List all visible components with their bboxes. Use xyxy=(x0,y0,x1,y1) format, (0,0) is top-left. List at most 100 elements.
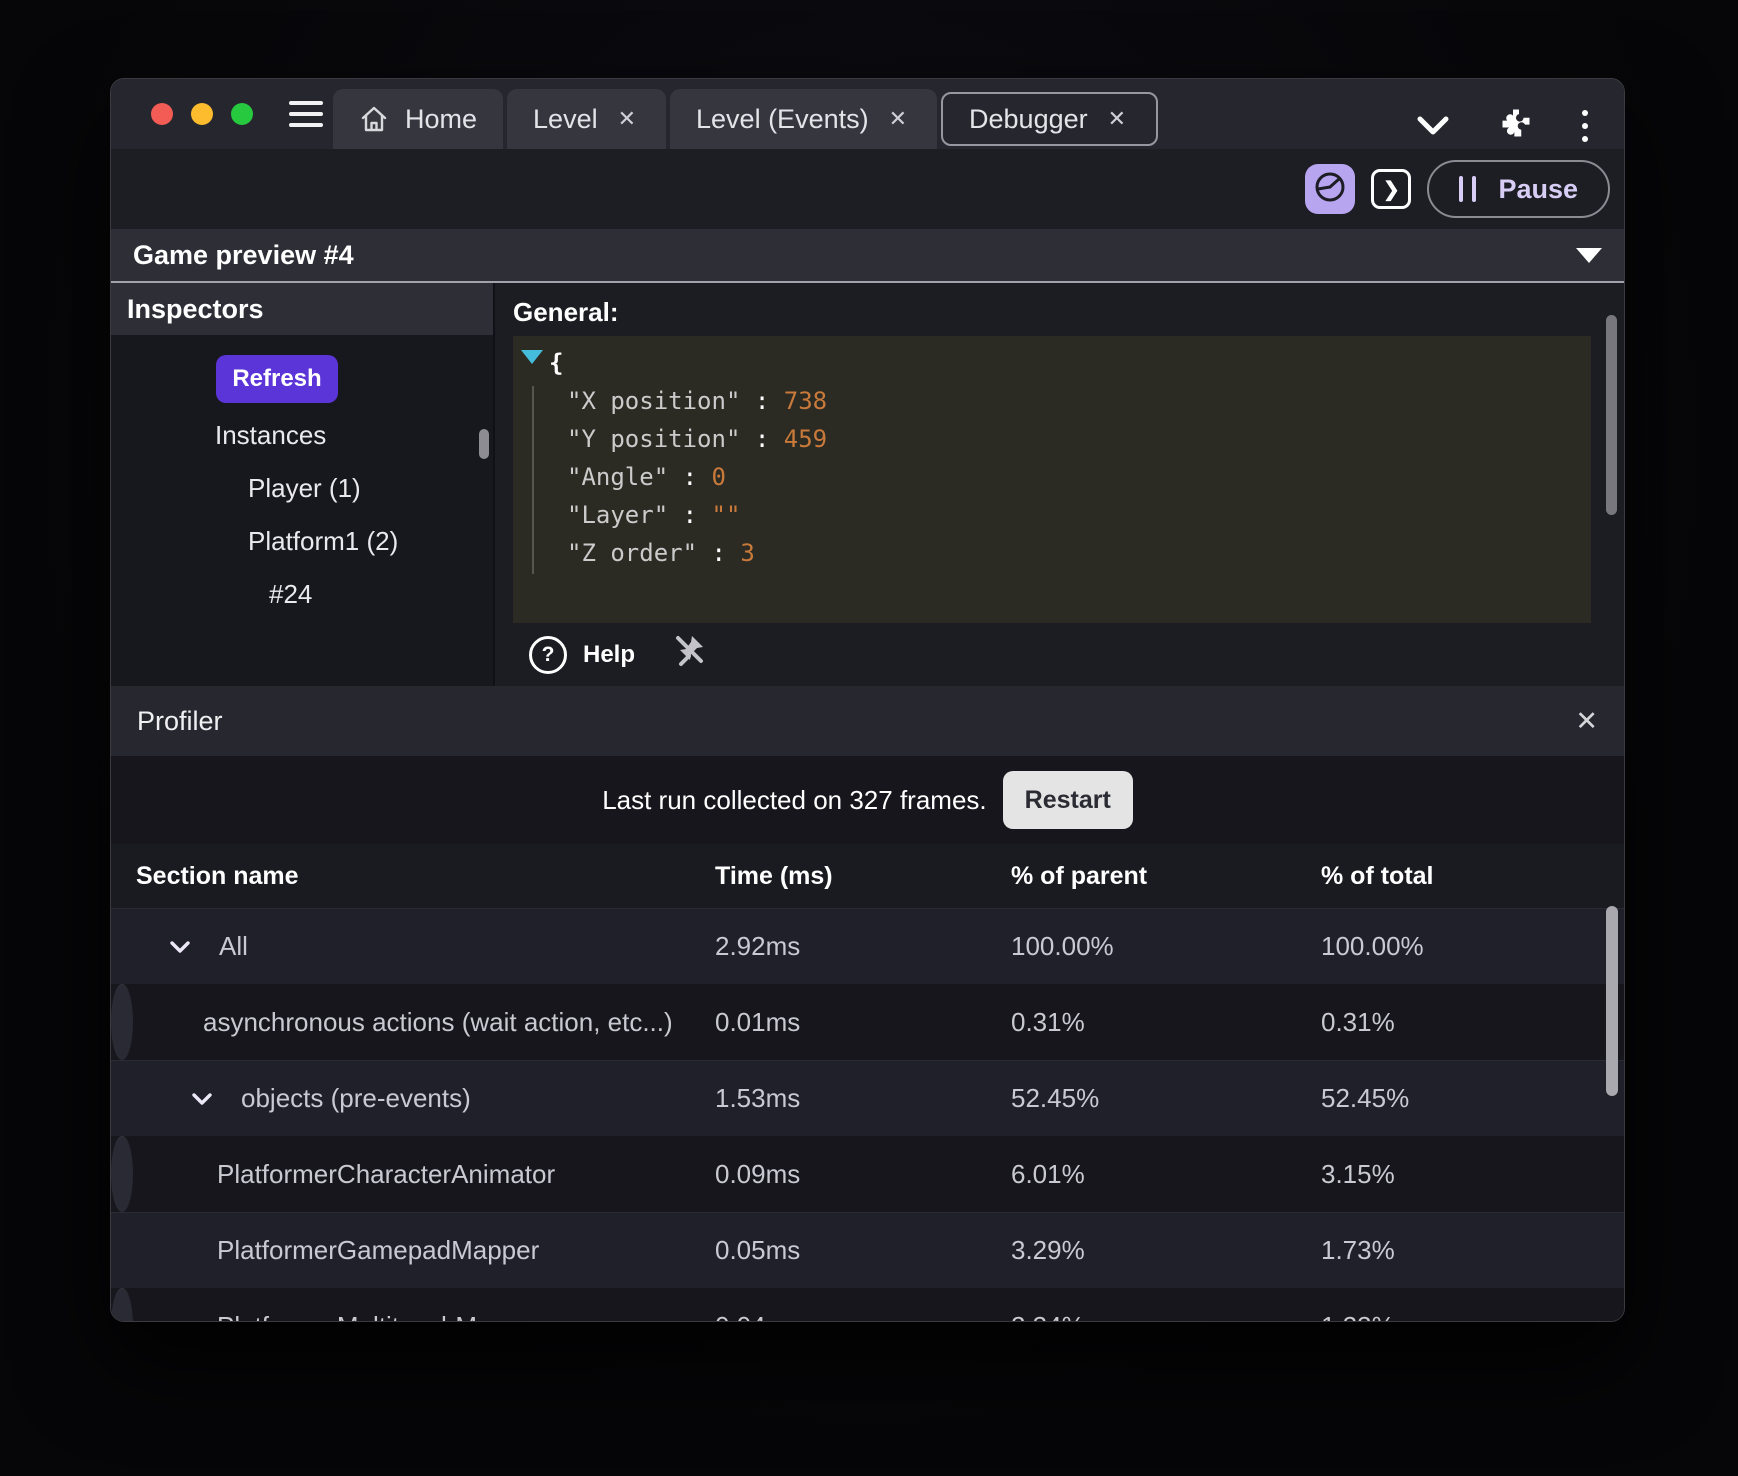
instances-tree: Instances Player (1) Platform1 (2) #24 xyxy=(111,409,493,621)
general-scrollbar[interactable] xyxy=(1606,315,1617,515)
json-viewer: {"X position" : 738 "Y position" : 459 "An… xyxy=(513,336,1591,623)
profiler-status-text: Last run collected on 327 frames. xyxy=(602,784,987,815)
section-name: PlatformerCharacterAnimator xyxy=(217,1159,556,1189)
cell-time: 0.09ms xyxy=(715,1159,801,1189)
general-panel: General: {"X position" : 738 "Y position"… xyxy=(495,283,1624,686)
indent-guide xyxy=(532,386,534,574)
inspectors-panel-header: Inspectors xyxy=(111,283,493,335)
tab-label: Level (Events) xyxy=(696,103,869,134)
tab-label: Level xyxy=(533,103,598,134)
traffic-lights xyxy=(151,103,253,125)
cell-total: 3.15% xyxy=(1321,1159,1395,1189)
tab-level-events-[interactable]: Level (Events) ✕ xyxy=(670,89,938,149)
gauge-icon xyxy=(1312,169,1348,210)
inspector-area: Inspectors Refresh Instances Player (1) Pl… xyxy=(111,283,1624,686)
help-icon[interactable]: ? xyxy=(529,635,567,674)
home-icon xyxy=(359,104,389,134)
row-expand-chevron-icon[interactable] xyxy=(167,934,219,960)
console-button[interactable]: ❯ xyxy=(1371,169,1412,209)
tree-item[interactable]: Player (1) xyxy=(248,473,361,503)
table-row[interactable]: PlatformerGamepadMapper 0.05ms 3.29% 1.73% xyxy=(111,1212,1624,1288)
column-header-2: % of parent xyxy=(1011,861,1148,890)
titlebar-right-controls xyxy=(1416,105,1588,146)
tab-home[interactable]: Home xyxy=(333,89,504,149)
tab-label: Home xyxy=(405,103,478,134)
game-preview-header[interactable]: Game preview #4 xyxy=(111,229,1624,283)
more-options-icon[interactable] xyxy=(1582,109,1588,142)
table-row[interactable]: PlatformerCharacterAnimator 0.09ms 6.01% 3.… xyxy=(111,1136,1395,1212)
tab-strip: Home Level ✕ Level (Events) ✕ Debugger ✕ xyxy=(333,89,1162,149)
tree-item[interactable]: Platform1 (2) xyxy=(248,526,399,556)
debugger-window: Home Level ✕ Level (Events) ✕ Debugger ✕ xyxy=(110,78,1625,1322)
tree-item[interactable]: Instances xyxy=(215,420,327,450)
profiler-header: Profiler ✕ xyxy=(111,686,1624,756)
collapse-section-icon[interactable] xyxy=(1576,247,1602,263)
hamburger-menu-icon[interactable] xyxy=(289,101,323,127)
inspectors-title: Inspectors xyxy=(127,293,264,324)
pause-button[interactable]: Pause xyxy=(1427,160,1610,218)
tab-level[interactable]: Level ✕ xyxy=(507,89,667,149)
table-row[interactable]: objects (pre-events) 1.53ms 52.45% 52.45% xyxy=(111,1060,1624,1136)
refresh-button[interactable]: Refresh xyxy=(216,355,338,403)
cell-parent: 0.31% xyxy=(1011,1007,1085,1037)
debugger-toolbar: ❯ Pause xyxy=(111,149,1624,229)
section-name: All xyxy=(219,931,248,961)
pause-button-label: Pause xyxy=(1498,173,1578,204)
row-expand-chevron-icon[interactable] xyxy=(189,1086,241,1112)
title-bar: Home Level ✕ Level (Events) ✕ Debugger ✕ xyxy=(111,79,1624,149)
table-row[interactable]: asynchronous actions (wait action, etc..… xyxy=(111,984,1395,1060)
tab-close-icon[interactable]: ✕ xyxy=(888,106,908,131)
json-entry: "Y position" : 459 xyxy=(567,425,828,453)
cell-total: 1.23% xyxy=(1321,1311,1395,1321)
cell-time: 2.92ms xyxy=(715,931,801,961)
section-name: PlatformerGamepadMapper xyxy=(217,1235,540,1265)
chevron-down-icon[interactable] xyxy=(1416,115,1450,137)
profiler-title: Profiler xyxy=(137,705,223,736)
minimize-window-button[interactable] xyxy=(191,103,213,125)
tab-close-icon[interactable]: ✕ xyxy=(1107,106,1127,131)
column-header-3: % of total xyxy=(1321,861,1434,890)
maximize-window-button[interactable] xyxy=(231,103,253,125)
table-row[interactable]: PlatformerMultitouchMapper 0.04ms2.34%1.2… xyxy=(111,1288,1395,1321)
cell-total: 0.31% xyxy=(1321,1007,1395,1037)
tab-close-icon[interactable]: ✕ xyxy=(617,106,637,131)
profiler-table: Section name Time (ms) % of parent % of tot… xyxy=(111,844,1624,1321)
profiler-toggle-button[interactable] xyxy=(1305,164,1356,214)
tab-label: Debugger xyxy=(969,103,1088,134)
profiler-status-row: Last run collected on 327 frames. Restar… xyxy=(111,756,1624,844)
unpin-icon[interactable] xyxy=(673,633,707,676)
column-header-1: Time (ms) xyxy=(715,861,833,890)
cell-time: 0.04ms xyxy=(715,1311,1011,1321)
help-label[interactable]: Help xyxy=(583,640,636,668)
cell-time: 0.01ms xyxy=(715,1007,801,1037)
pause-icon xyxy=(1459,176,1477,202)
column-header-0: Section name xyxy=(136,861,299,890)
profiler-panel: Last run collected on 327 frames. Restar… xyxy=(111,756,1624,1321)
cell-time: 1.53ms xyxy=(715,1083,801,1113)
tree-item[interactable]: #24 xyxy=(269,579,313,609)
json-entry: "Z order" : 3 xyxy=(567,539,755,567)
tab-debugger[interactable]: Debugger ✕ xyxy=(941,92,1159,146)
extensions-puzzle-icon[interactable] xyxy=(1498,105,1534,146)
section-name: objects (pre-events) xyxy=(241,1083,471,1113)
cell-total: 52.45% xyxy=(1321,1083,1410,1113)
profiler-close-icon[interactable]: ✕ xyxy=(1575,705,1598,736)
game-preview-title: Game preview #4 xyxy=(133,239,354,270)
close-window-button[interactable] xyxy=(151,103,173,125)
cell-total: 100.00% xyxy=(1321,931,1424,961)
cell-parent: 100.00% xyxy=(1011,931,1114,961)
json-collapse-icon[interactable] xyxy=(521,350,543,364)
json-entry: "Angle" : 0 xyxy=(567,463,726,491)
restart-button[interactable]: Restart xyxy=(1002,771,1133,829)
json-entry: "Layer" : "" xyxy=(567,501,741,529)
json-entry: "X position" : 738 xyxy=(567,387,828,415)
cell-parent: 3.29% xyxy=(1011,1235,1085,1265)
profiler-scrollbar[interactable] xyxy=(1606,906,1618,1096)
cell-total: 1.73% xyxy=(1321,1235,1395,1265)
inspectors-scrollbar[interactable] xyxy=(479,429,489,459)
cell-parent: 6.01% xyxy=(1011,1159,1085,1189)
cell-parent: 52.45% xyxy=(1011,1083,1100,1113)
profiler-table-header: Section name Time (ms) % of parent % of tot… xyxy=(111,844,1624,908)
table-row[interactable]: All 2.92ms 100.00% 100.00% xyxy=(111,908,1624,984)
